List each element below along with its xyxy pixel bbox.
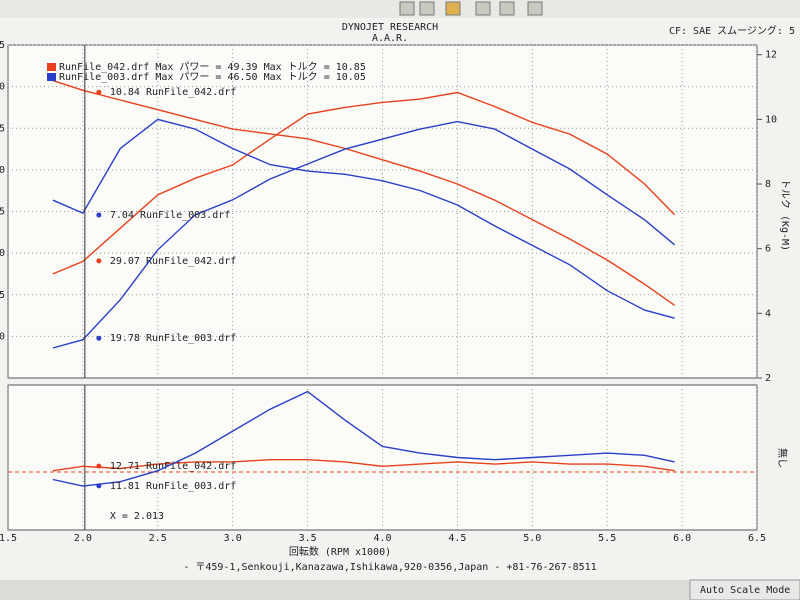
x-tick-label: 4.5 xyxy=(448,533,466,544)
y2-tick-label: 12 xyxy=(765,50,777,61)
y-tick-label: 0 xyxy=(0,82,5,93)
cursor-value-label: 29.07 RunFile_042.drf xyxy=(110,256,236,267)
x-tick-label: 5.0 xyxy=(523,533,541,544)
x-tick-label: 6.5 xyxy=(748,533,766,544)
y2-tick-label: 10 xyxy=(765,114,777,125)
x-tick-label: 4.0 xyxy=(373,533,391,544)
y-tick-label: 5 xyxy=(0,123,5,134)
header-settings: CF: SAE スムージング: 5 xyxy=(669,24,795,37)
status-bar xyxy=(689,579,800,600)
x-tick-label: 1.5 xyxy=(0,533,17,544)
y2-tick-label: 8 xyxy=(765,179,771,190)
data-line xyxy=(52,390,675,487)
x-tick-label: 5.5 xyxy=(598,533,616,544)
y-tick-label: 0 xyxy=(0,248,5,259)
cursor-marker xyxy=(96,212,102,218)
data-line xyxy=(52,459,675,472)
cursor-value-label: 10.84 RunFile_042.drf xyxy=(110,87,236,98)
data-line xyxy=(52,91,676,275)
data-line xyxy=(52,79,676,306)
y-tick-label: 5 xyxy=(0,207,5,218)
cursor-value-label: 7.04 RunFile_003.drf xyxy=(110,210,230,221)
legend-entry: RunFile_042.drf Max パワー = 49.39 Max トルク … xyxy=(59,61,366,73)
y2-tick-label: 2 xyxy=(765,373,771,384)
cursor-marker xyxy=(96,335,102,341)
status-text: Auto Scale Mode xyxy=(700,585,790,596)
y2-axis-label: トルク (Kg-M) xyxy=(779,179,791,251)
cursor-value-label: 11.81 RunFile_003.drf xyxy=(110,481,236,492)
toolbar-button[interactable] xyxy=(527,1,543,16)
cursor-marker xyxy=(96,258,102,264)
x-tick-label: 2.0 xyxy=(74,533,92,544)
y-tick-label: 0 xyxy=(0,331,5,342)
footer-address: - 〒459-1,Senkouji,Kanazawa,Ishikawa,920-… xyxy=(183,562,596,573)
y-tick-label: 5 xyxy=(0,40,5,51)
cursor-marker xyxy=(96,463,102,469)
x-tick-label: 2.5 xyxy=(149,533,167,544)
x-tick-label: 3.5 xyxy=(299,533,317,544)
cursor-value-label: 19.78 RunFile_003.drf xyxy=(110,333,236,344)
legend-swatch xyxy=(47,73,56,81)
y-axis-label: 無し xyxy=(776,448,789,468)
y-tick-label: 5 xyxy=(0,290,5,301)
y2-tick-label: 6 xyxy=(765,244,771,255)
legend-entry: RunFile_003.drf Max パワー = 46.50 Max トルク … xyxy=(59,71,366,83)
toolbar-button[interactable] xyxy=(475,1,491,16)
header-subtitle: A.A.R. xyxy=(372,33,408,44)
toolbar-button[interactable] xyxy=(445,1,461,16)
data-line xyxy=(52,118,675,319)
x-tick-label: 6.0 xyxy=(673,533,691,544)
y2-tick-label: 4 xyxy=(765,308,771,319)
cursor-value-label: 12.71 RunFile_042.drf xyxy=(110,461,236,472)
cursor-label: X = 2.013 xyxy=(110,511,164,522)
x-axis-label: 回転数 (RPM x1000) xyxy=(289,545,391,558)
y-tick-label: 0 xyxy=(0,165,5,176)
x-tick-label: 3.0 xyxy=(224,533,242,544)
legend-swatch xyxy=(47,63,56,71)
toolbar-button[interactable] xyxy=(499,1,515,16)
toolbar-button[interactable] xyxy=(399,1,415,16)
header-title: DYNOJET RESEARCH xyxy=(342,22,438,33)
toolbar-button[interactable] xyxy=(419,1,435,16)
cursor-marker xyxy=(96,89,102,95)
data-line xyxy=(52,120,676,349)
cursor-marker xyxy=(96,483,102,489)
